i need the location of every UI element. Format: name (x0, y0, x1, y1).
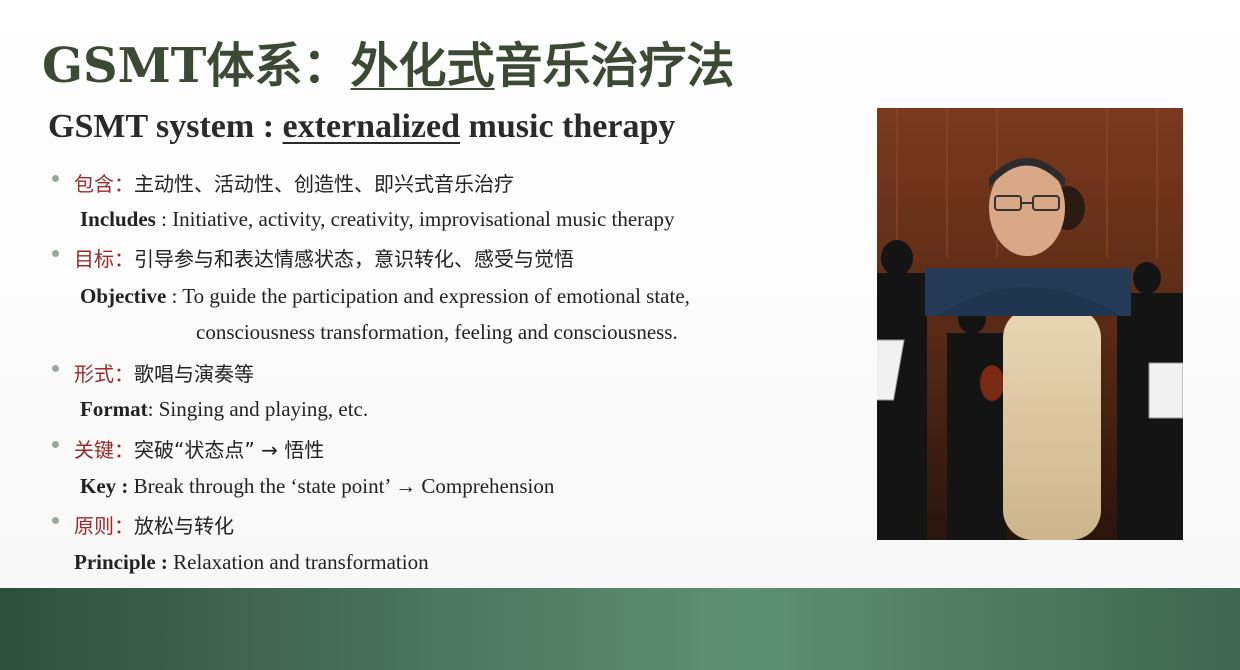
title-suffix: 音乐治疗法 (494, 38, 735, 94)
bullet-icon (52, 365, 59, 372)
item-zh-text: 放松与转化 (134, 514, 234, 538)
item-zh-label: 关键： (74, 438, 134, 462)
item-en-label: Includes (80, 207, 156, 231)
subtitle-suffix: music therapy (460, 108, 676, 145)
item-en-text: : Singing and playing, etc. (147, 397, 369, 421)
item-en-label: Format (80, 397, 148, 421)
item-zh-line: 关键：突破“状态点” → 悟性 (74, 434, 324, 463)
item-en-line: Format: Singing and playing, etc. (80, 397, 368, 422)
item-zh-line: 包含：主动性、活动性、创造性、即兴式音乐治疗 (74, 168, 514, 197)
item-en-line: Key : Break through the ‘state point’ → … (80, 474, 554, 499)
slide-subtitle: GSMT system : externalized music therapy (48, 108, 675, 146)
bullet-icon (52, 441, 59, 448)
item-zh-label: 目标： (74, 247, 134, 271)
item-en-text: Relaxation and transformation (167, 550, 429, 574)
item-zh-text: 歌唱与演奏等 (134, 362, 254, 386)
item-en-line: Objective : To guide the participation a… (80, 284, 690, 309)
item-en-text: : To guide the participation and express… (166, 284, 690, 308)
subtitle-prefix: GSMT system : (48, 108, 283, 145)
item-en-line: Includes : Initiative, activity, creativ… (80, 207, 675, 232)
subtitle-underlined: externalized (282, 108, 461, 145)
bullet-icon (52, 175, 59, 182)
item-en-label: Principle : (74, 550, 168, 574)
item-zh-line: 形式：歌唱与演奏等 (74, 358, 254, 387)
item-en-label: Objective (80, 284, 167, 308)
slide-title: GSMT体系：外化式音乐治疗法 (42, 26, 735, 96)
orchestra-photo (877, 108, 1183, 540)
title-underlined: 外化式 (350, 38, 495, 94)
bullet-icon (52, 517, 59, 524)
orchestra-photo-illustration (877, 108, 1183, 540)
item-zh-label: 形式： (74, 362, 134, 386)
item-en-line-continued: consciousness transformation, feeling an… (196, 320, 678, 344)
item-zh-text: 引导参与和表达情感状态，意识转化、感受与觉悟 (134, 247, 574, 271)
title-prefix: GSMT体系： (42, 38, 351, 94)
bottom-bar (0, 588, 1240, 670)
item-en-line: Principle : Relaxation and transformatio… (74, 550, 429, 575)
item-zh-label: 原则： (74, 514, 134, 538)
item-zh-text: 主动性、活动性、创造性、即兴式音乐治疗 (134, 172, 514, 196)
item-zh-label: 包含： (74, 172, 134, 196)
item-en-label: Key : (80, 474, 129, 498)
item-zh-text: 突破“状态点” → 悟性 (134, 438, 325, 462)
item-zh-line: 目标：引导参与和表达情感状态，意识转化、感受与觉悟 (74, 243, 574, 272)
slide: GSMT体系：外化式音乐治疗法 GSMT system : externaliz… (42, 26, 1183, 575)
item-zh-line: 原则：放松与转化 (74, 510, 234, 539)
item-en-text: Break through the ‘state point’ → Compre… (128, 474, 555, 498)
bullet-icon (52, 250, 59, 257)
item-en-text: : Initiative, activity, creativity, impr… (155, 207, 675, 231)
